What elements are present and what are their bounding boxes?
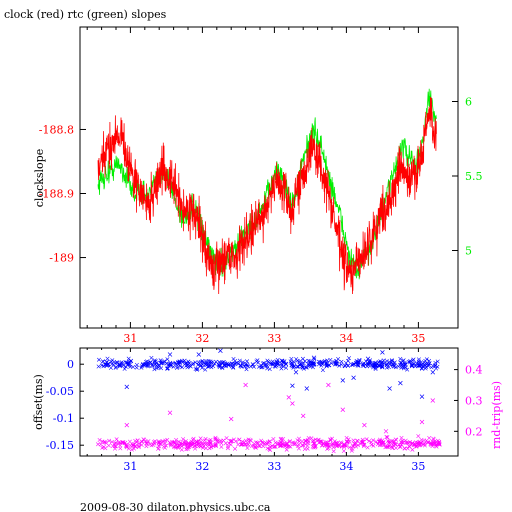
x-tick-label: 35 — [411, 460, 425, 473]
x-tick-label: 34 — [339, 460, 353, 473]
bottom-panel: 31 32 33 34 35 0 -0.05 -0.1 -0.15 0.4 0.3 0.2 offset… — [32, 347, 503, 473]
offset-outlier-point — [218, 348, 223, 353]
offset-outlier-point — [304, 386, 310, 391]
y-right-tick-label: 5.5 — [465, 170, 483, 183]
rnd-trip-axis-label: rnd-trip(ms) — [490, 381, 503, 449]
offset-outlier-point — [290, 383, 295, 389]
y-left-tick-label: -0.05 — [46, 385, 74, 398]
offset-outlier-point — [380, 350, 385, 355]
rnd-trip-outlier-point — [340, 407, 346, 412]
footer-text: 2009-08-30 dilaton.physics.ubc.ca — [80, 501, 271, 512]
plot-frame — [79, 347, 459, 457]
rnd-trip-outlier-point — [286, 395, 292, 400]
x-tick-label: 31 — [123, 460, 137, 473]
x-tick-label: 33 — [267, 460, 281, 473]
rnd-trip-outlier-point — [228, 416, 234, 422]
clock-slope-series-line — [97, 96, 437, 295]
rnd-trip-outlier-point — [326, 382, 331, 388]
rnd-trip-outlier-point — [124, 422, 130, 428]
offset-outlier-point — [419, 394, 425, 399]
y-right-tick-label: 0.3 — [465, 394, 483, 407]
rnd-trip-outlier-point — [362, 422, 367, 428]
y-right-tick-label: 6 — [465, 96, 472, 109]
offset-outlier-point — [365, 356, 371, 362]
rnd-trip-outlier-point — [419, 419, 425, 425]
y-left-tick-label: 0 — [67, 358, 74, 371]
y-left-tick-label: -188.8 — [39, 123, 74, 136]
y-left-tick-label: -188.9 — [39, 188, 74, 201]
rnd-trip-outlier-point — [300, 413, 306, 419]
offset-outlier-point — [387, 386, 392, 391]
offset-outlier-point — [398, 380, 403, 386]
x-tick-label: 31 — [123, 332, 137, 345]
rnd-trip-points — [95, 434, 442, 454]
y-left-axis-label: clockslope — [33, 149, 46, 207]
y-left-tick-label: -0.15 — [46, 439, 74, 452]
plot-frame — [79, 26, 459, 329]
rnd-trip-outlier-point — [290, 401, 295, 406]
offset-points — [96, 355, 440, 373]
y-left-tick-label: -189 — [49, 252, 74, 265]
x-tick-label: 32 — [195, 332, 209, 345]
rnd-trip-outlier-point — [383, 429, 389, 434]
offset-outlier-point — [430, 370, 436, 375]
rnd-trip-outlier-point — [243, 382, 248, 388]
rnd-trip-outlier-point — [430, 398, 436, 403]
y-right-tick-label: 0.4 — [465, 364, 483, 377]
top-panel: 31 32 33 34 35 -188.8 -188.9 -189 6 5.5 5 clockslop… — [33, 26, 483, 345]
offset-outlier-point — [351, 375, 356, 380]
y-left-tick-label: -0.1 — [53, 412, 74, 425]
x-tick-label: 32 — [195, 460, 209, 473]
offset-outlier-point — [124, 384, 130, 390]
offset-outlier-point — [196, 352, 202, 357]
offset-outlier-point — [340, 378, 346, 383]
offset-outlier-point — [167, 352, 173, 357]
y-right-tick-label: 5 — [465, 245, 472, 258]
offset-outlier-point — [293, 370, 299, 375]
offset-axis-label: offset(ms) — [32, 374, 45, 430]
offset-outlier-point — [311, 355, 317, 360]
chart-title: clock (red) rtc (green) slopes — [4, 8, 167, 21]
rtc-slope-series-line — [97, 88, 437, 280]
y-right-tick-label: 0.2 — [465, 425, 483, 438]
x-tick-label: 33 — [267, 332, 281, 345]
x-tick-label: 34 — [339, 332, 353, 345]
x-tick-label: 35 — [411, 332, 425, 345]
rnd-trip-outlier-point — [167, 410, 173, 416]
